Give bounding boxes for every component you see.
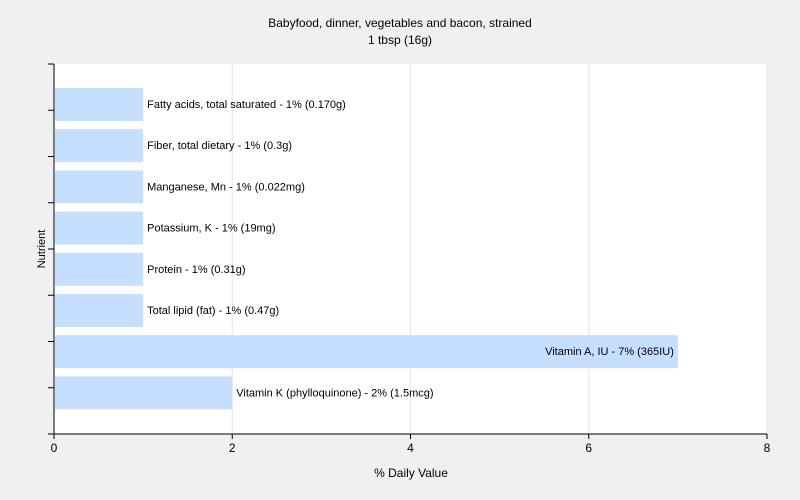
bar-label: Vitamin K (phylloquinone) - 2% (1.5mcg) <box>236 387 433 399</box>
x-tick-label: 6 <box>585 441 592 455</box>
bar-label: Protein - 1% (0.31g) <box>147 264 245 276</box>
x-tick-label: 8 <box>764 441 771 455</box>
x-axis-label: % Daily Value <box>374 466 448 480</box>
y-axis-label: Nutrient <box>36 230 48 269</box>
chart-title: Babyfood, dinner, vegetables and bacon, … <box>268 16 532 30</box>
bar-label: Potassium, K - 1% (19mg) <box>147 223 275 235</box>
bar-label: Vitamin A, IU - 7% (365IU) <box>545 346 674 358</box>
x-tick-label: 2 <box>229 441 236 455</box>
bar <box>55 252 144 286</box>
bar <box>55 129 144 163</box>
bar-label: Total lipid (fat) - 1% (0.47g) <box>147 305 279 317</box>
bar <box>55 211 144 245</box>
x-tick-label: 0 <box>51 441 58 455</box>
bars: Fatty acids, total saturated - 1% (0.170… <box>55 88 678 410</box>
bar <box>55 170 144 204</box>
bar <box>55 376 233 410</box>
x-tick-label: 4 <box>407 441 414 455</box>
bar <box>55 294 144 327</box>
grid-lines <box>231 64 768 434</box>
bar-label: Fatty acids, total saturated - 1% (0.170… <box>147 99 346 111</box>
axes: 0 2 4 6 8 <box>48 63 771 455</box>
chart-subtitle: 1 tbsp (16g) <box>368 33 432 47</box>
bar <box>55 335 678 369</box>
bar-label: Fiber, total dietary - 1% (0.3g) <box>147 140 292 152</box>
bar <box>55 88 144 121</box>
bar-label: Manganese, Mn - 1% (0.022mg) <box>147 181 305 193</box>
